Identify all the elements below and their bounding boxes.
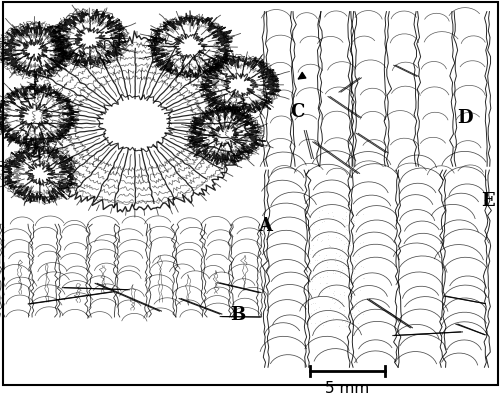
Text: C: C (290, 103, 304, 121)
Polygon shape (208, 121, 243, 148)
Polygon shape (16, 102, 52, 132)
FancyBboxPatch shape (2, 2, 498, 385)
Text: E: E (480, 192, 494, 210)
Text: A: A (258, 217, 272, 235)
Polygon shape (173, 33, 207, 61)
Polygon shape (21, 38, 48, 64)
Polygon shape (26, 161, 57, 186)
Polygon shape (97, 94, 175, 152)
Text: B: B (230, 306, 245, 324)
Polygon shape (74, 26, 108, 50)
Text: D: D (457, 109, 473, 127)
Polygon shape (224, 73, 258, 97)
Text: 5 mm: 5 mm (326, 381, 370, 396)
